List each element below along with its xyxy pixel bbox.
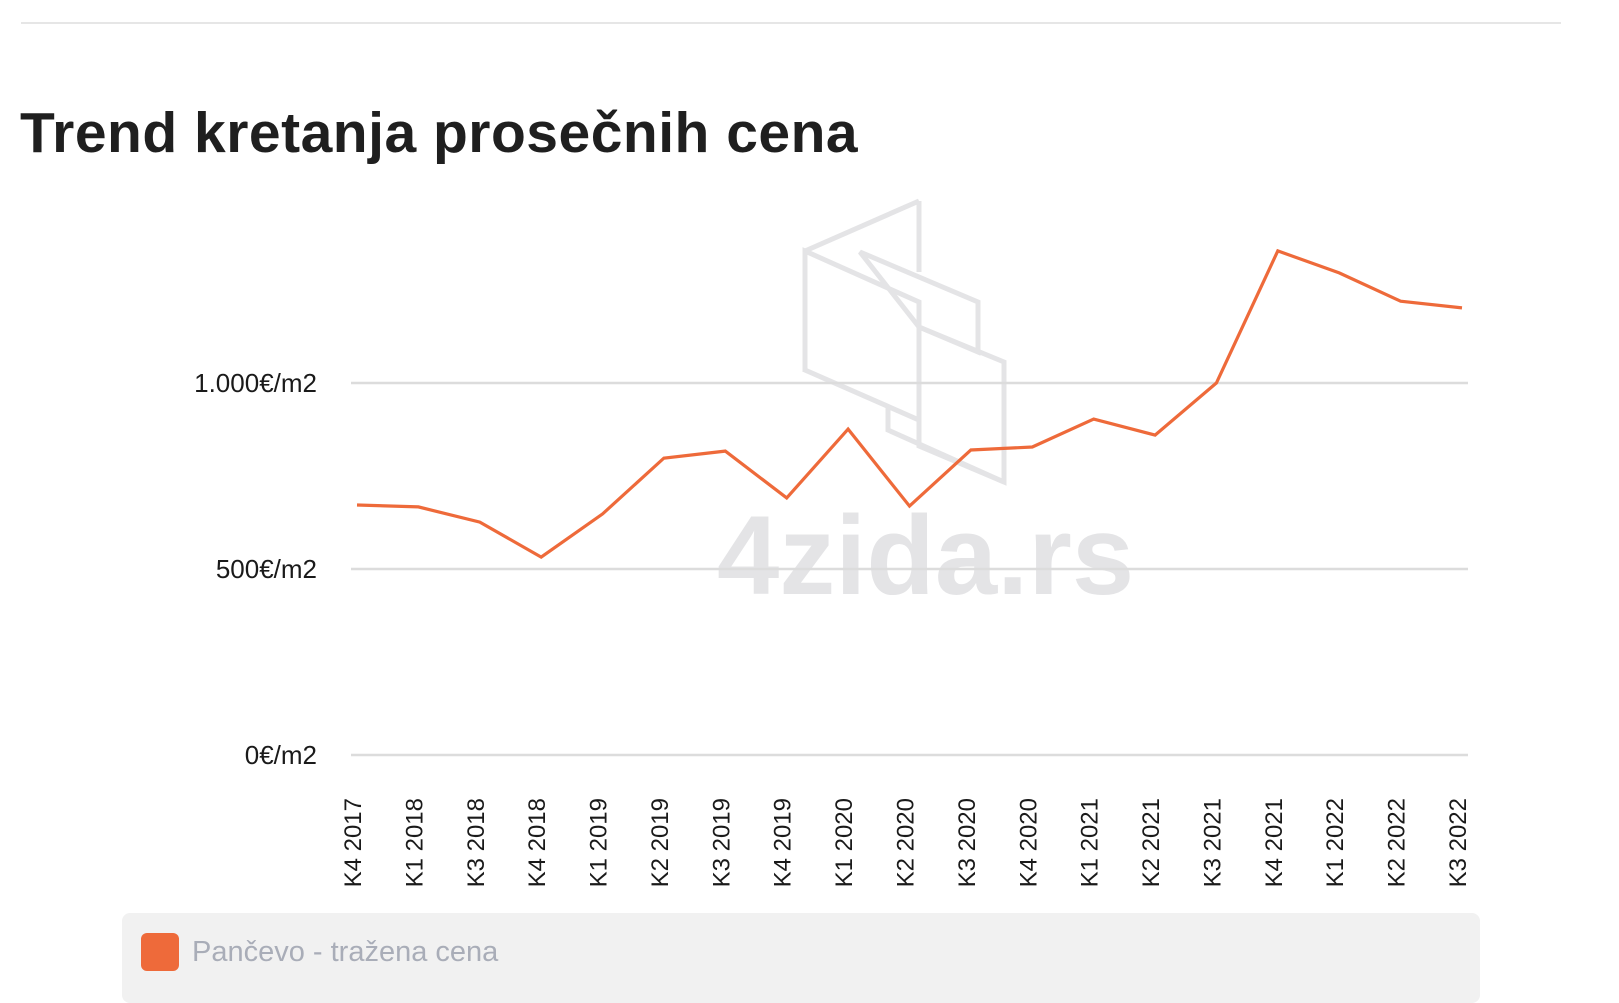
x-tick-label: K1 2021 [1077, 798, 1104, 887]
x-tick-label: K2 2021 [1138, 798, 1165, 887]
legend-label: Pančevo - tražena cena [192, 935, 499, 968]
y-tick-label: 1.000€/m2 [194, 368, 317, 398]
x-tick-label: K2 2022 [1384, 798, 1411, 887]
x-tick-label: K3 2018 [463, 798, 490, 887]
x-tick-label: K4 2017 [340, 798, 367, 887]
series-line-pancevo[interactable] [356, 248, 1463, 559]
x-tick-label: K3 2021 [1199, 798, 1226, 887]
watermark-logo-icon [802, 198, 1007, 486]
watermark-text: 4zida.rs [717, 493, 1134, 618]
top-divider [21, 22, 1561, 24]
x-tick-label: K2 2019 [647, 798, 674, 887]
x-tick-label: K1 2018 [401, 798, 428, 887]
x-tick-label: K4 2020 [1015, 798, 1042, 887]
x-tick-label: K4 2018 [524, 798, 551, 887]
x-axis: K4 2017 K1 2018 K3 2018 K4 2018 K1 2019 K2 20… [340, 798, 1472, 887]
y-tick-label: 0€/m2 [245, 740, 317, 770]
y-tick-label: 500€/m2 [216, 554, 317, 584]
page-title: Trend kretanja prosečnih cena [20, 101, 859, 165]
x-tick-label: K3 2019 [708, 798, 735, 887]
y-axis: 0€/m2 500€/m2 1.000€/m2 [194, 368, 317, 770]
x-tick-label: K3 2020 [954, 798, 981, 887]
x-tick-label: K1 2019 [586, 798, 613, 887]
x-tick-label: K1 2020 [831, 798, 858, 887]
chart-legend: Pančevo - tražena cena [122, 913, 1480, 1003]
x-tick-label: K4 2021 [1261, 798, 1288, 887]
x-tick-label: K2 2020 [893, 798, 920, 887]
x-tick-label: K1 2022 [1322, 798, 1349, 887]
x-tick-label: K3 2022 [1445, 798, 1472, 887]
legend-swatch [141, 933, 179, 971]
grid-lines [351, 381, 1468, 757]
legend-item-pancevo[interactable]: Pančevo - tražena cena [141, 933, 498, 971]
x-tick-label: K4 2019 [770, 798, 797, 887]
